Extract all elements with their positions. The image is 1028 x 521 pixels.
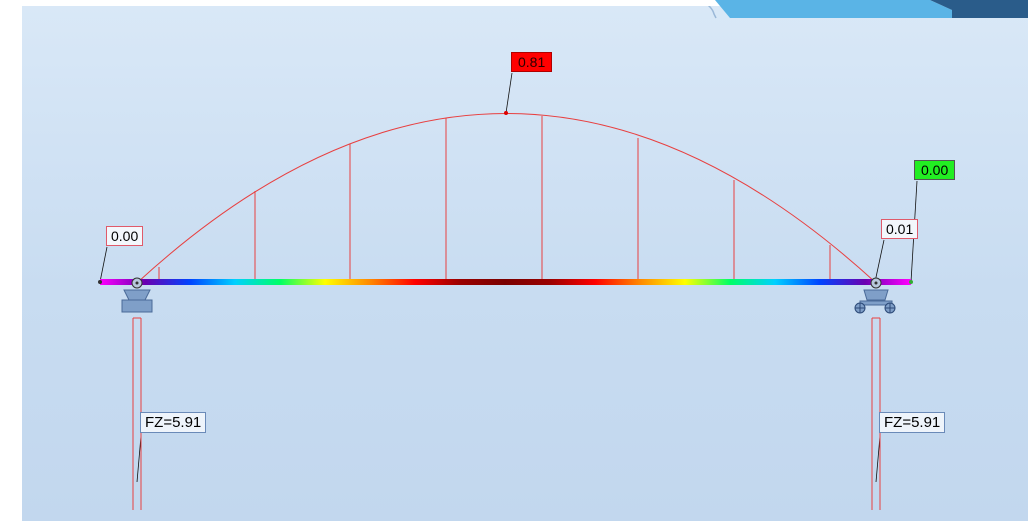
node-marker-icon (98, 280, 102, 284)
left-end-label[interactable]: 0.00 (106, 226, 144, 246)
label-leaders (99, 72, 918, 483)
leader-left-reaction (136, 435, 142, 483)
right-end-label[interactable]: 0.00 (914, 160, 956, 180)
model-viewport[interactable] (22, 6, 1028, 521)
leader-left-end (99, 246, 108, 283)
top-window-edge (0, 0, 1028, 6)
right-support-label[interactable]: 0.01 (881, 219, 919, 239)
moment-diagram-curve (137, 113, 876, 283)
max-moment-label[interactable]: 0.81 (511, 52, 553, 72)
roller-support-icon[interactable] (854, 277, 896, 314)
reaction-arrows (132, 317, 881, 510)
max-point-marker-icon (504, 111, 508, 115)
left-reaction-label[interactable]: FZ=5.91 (140, 412, 207, 433)
left-window-edge (0, 0, 22, 521)
beam[interactable] (100, 279, 911, 285)
node-marker-icon (909, 280, 913, 284)
leader-right-reaction (875, 435, 881, 483)
leader-right-support (874, 239, 885, 283)
right-reaction-label[interactable]: FZ=5.91 (879, 412, 946, 433)
leader-max (505, 72, 513, 114)
diagram-ordinates (158, 116, 831, 282)
pinned-support-icon[interactable] (121, 277, 153, 313)
